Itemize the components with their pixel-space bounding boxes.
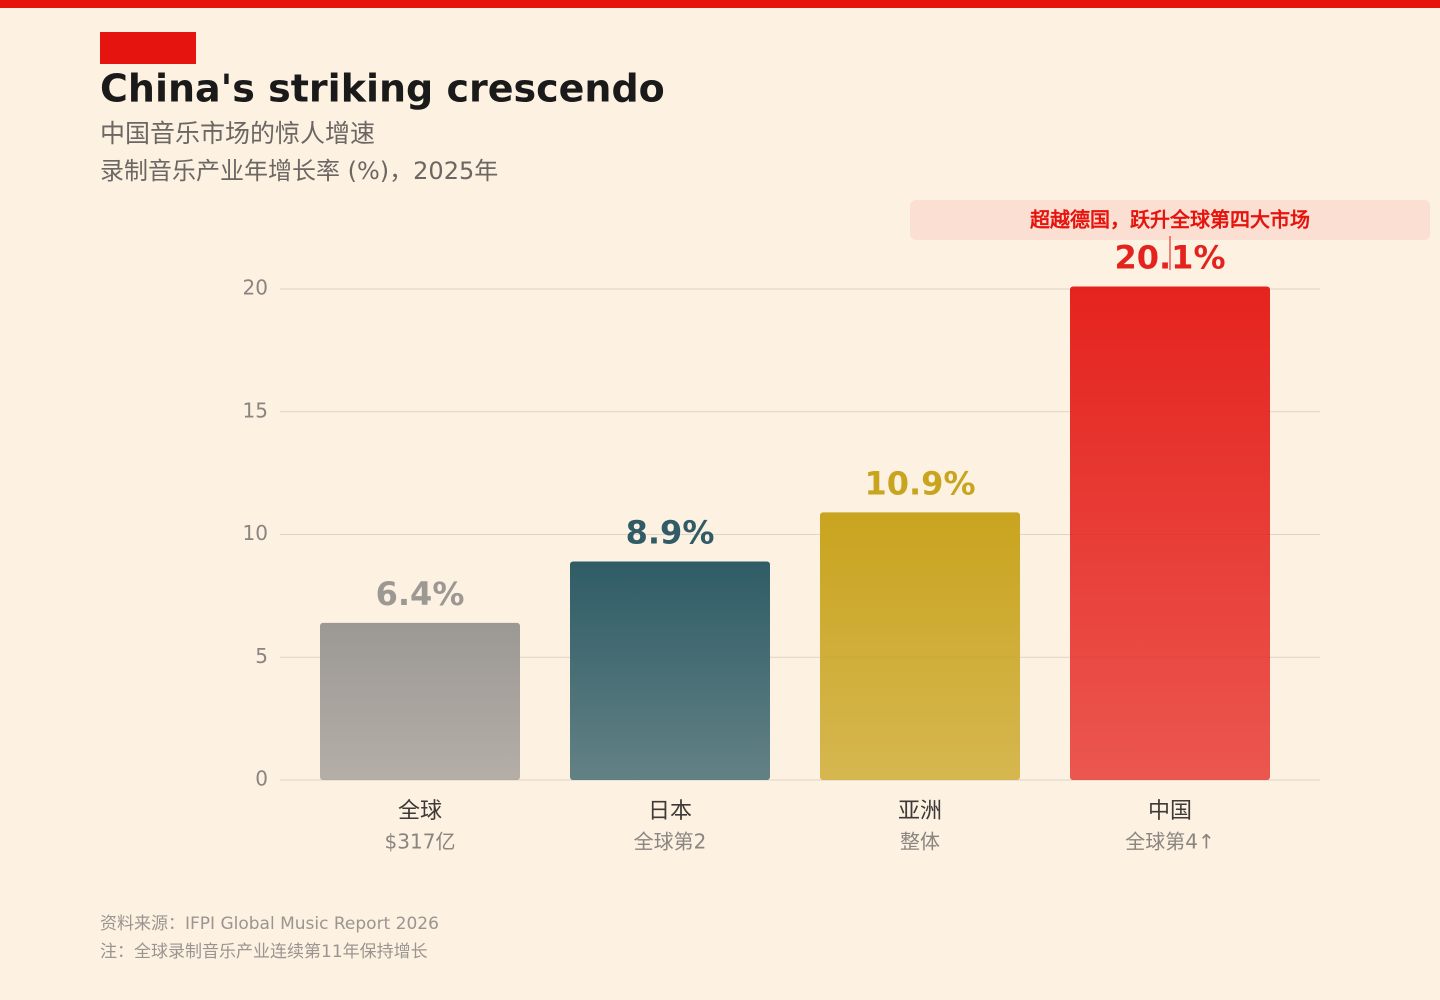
x-tick-label: 亚洲 <box>898 799 942 824</box>
x-tick-label: 中国 <box>1148 799 1192 824</box>
value-label: 6.4% <box>376 575 465 613</box>
value-label: 8.9% <box>626 514 715 552</box>
bar <box>820 512 1020 780</box>
y-tick-label: 20 <box>243 276 268 300</box>
x-tick-note: 全球第2 <box>634 830 707 854</box>
annotation: 超越德国，跃升全球第四大市场 <box>1029 208 1310 232</box>
source: 资料来源：IFPI Global Music Report 2026 <box>100 914 439 934</box>
value-label: 10.9% <box>864 464 975 502</box>
annotation-box <box>910 200 1430 240</box>
y-tick-label: 5 <box>255 644 268 668</box>
x-tick-label: 全球 <box>398 799 442 824</box>
chart-subtitle: 录制音乐产业年增长率 (%)，2025年 <box>100 157 498 185</box>
bar <box>570 561 770 780</box>
chart-title: China's striking crescendo <box>100 67 665 111</box>
y-tick-label: 10 <box>243 521 268 545</box>
chart-subtitle: 中国音乐市场的惊人增速 <box>100 119 375 148</box>
y-tick-label: 15 <box>243 398 268 422</box>
y-tick-label: 0 <box>255 767 268 791</box>
note: 注：全球录制音乐产业连续第11年保持增长 <box>100 942 428 962</box>
bar <box>320 622 520 780</box>
top-stripe <box>0 0 1440 8</box>
x-tick-note: $317亿 <box>385 830 456 854</box>
x-tick-note: 全球第4↑ <box>1125 830 1214 854</box>
bar <box>1070 286 1270 780</box>
brand-tag <box>100 32 196 64</box>
value-label: 20.1% <box>1114 239 1225 277</box>
x-tick-note: 整体 <box>900 830 940 854</box>
x-tick-label: 日本 <box>648 799 692 824</box>
